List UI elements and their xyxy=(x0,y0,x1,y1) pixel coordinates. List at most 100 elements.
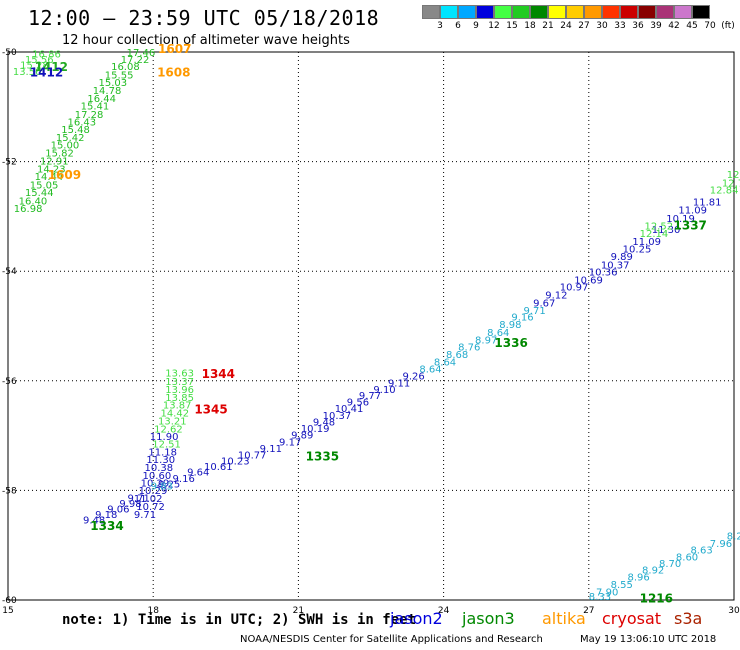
wave-height-label: 8.70 xyxy=(659,559,681,570)
wave-height-label: 11.90 xyxy=(150,432,179,443)
wave-height-label: 8.60 xyxy=(676,553,698,564)
wave-height-label: 8.55 xyxy=(611,580,633,591)
wave-height-label: 15.56 xyxy=(25,55,54,66)
wave-height-label: 9.25 xyxy=(158,480,180,491)
y-tick-label: -54 xyxy=(2,267,17,277)
x-tick-label: 21 xyxy=(293,606,304,616)
wave-height-label: 10.72 xyxy=(136,502,165,513)
legend-swatch xyxy=(692,5,710,19)
x-tick-label: 27 xyxy=(583,606,594,616)
wave-height-label: 12.91 xyxy=(40,156,69,167)
wave-height-label: 10.69 xyxy=(574,275,603,286)
wave-height-label: 17.22 xyxy=(121,55,150,66)
wave-height-label: 10.29 xyxy=(141,479,170,490)
legend-swatch xyxy=(476,5,494,19)
pass-time-label: 1337 xyxy=(674,219,707,233)
wave-height-label: 9.11 xyxy=(260,444,282,455)
legend-label: 15 xyxy=(506,21,518,31)
satellite-name-cryosat: cryosat xyxy=(602,609,662,628)
wave-height-label: 10.19 xyxy=(301,424,330,435)
wave-height-label: 8.96 xyxy=(628,572,650,583)
wave-height-label: 9.56 xyxy=(347,397,369,408)
wave-height-label: 16.44 xyxy=(87,94,116,105)
wave-height-label: 9.17 xyxy=(279,437,301,448)
wave-height-label: 10.19 xyxy=(666,214,695,225)
wave-height-label: 16.86 xyxy=(32,49,61,60)
wave-height-label: 15.55 xyxy=(105,70,134,81)
wave-height-label: 14.42 xyxy=(160,408,189,419)
wave-height-label: 9.67 xyxy=(533,298,555,309)
wave-height-label: 15.00 xyxy=(51,140,80,151)
legend-swatch xyxy=(440,5,458,19)
wave-height-label: 12.62 xyxy=(154,424,183,435)
legend-label: 33 xyxy=(614,21,626,31)
wave-height-label: 11.09 xyxy=(632,237,661,248)
wave-height-label: 9.64 xyxy=(187,468,209,479)
color-legend xyxy=(422,5,710,19)
wave-height-label: 9.18 xyxy=(95,510,117,521)
map-subtitle: 12 hour collection of altimeter wave hei… xyxy=(62,33,350,48)
wave-height-label: 10.41 xyxy=(335,404,364,415)
wave-height-label: 8.92 xyxy=(642,566,664,577)
wave-height-label: 10.23 xyxy=(221,457,250,468)
wave-height-label: 13.21 xyxy=(158,417,187,428)
wave-height-label: 10.37 xyxy=(601,260,630,271)
wave-height-label: 9.12 xyxy=(545,291,567,302)
wave-height-label: 9.98 xyxy=(119,499,141,510)
wave-height-label: 9.71 xyxy=(128,493,150,504)
wave-height-label: 11.02 xyxy=(134,494,163,505)
wave-height-label: 9.48 xyxy=(83,515,105,526)
x-tick-label: 18 xyxy=(147,606,159,616)
wave-height-label: 10.37 xyxy=(323,411,352,422)
pass-time-label: 1334 xyxy=(90,519,123,533)
legend-label: (ft) xyxy=(721,21,735,31)
wave-height-label: 9.16 xyxy=(511,313,533,324)
legend-label: 21 xyxy=(542,21,554,31)
wave-height-label: 9.48 xyxy=(313,418,335,429)
wave-height-label: 12.78 xyxy=(722,178,740,189)
wave-height-label: 12.84 xyxy=(710,185,739,196)
wave-height-label: 11.81 xyxy=(693,197,722,208)
wave-height-label: 7.96 xyxy=(710,539,732,550)
y-tick-label: -56 xyxy=(2,377,17,387)
footer-note: note: 1) Time is in UTC; 2) SWH is in fe… xyxy=(62,612,417,628)
legend-label: 42 xyxy=(668,21,680,31)
legend-swatch xyxy=(422,5,440,19)
wave-height-label: 16.40 xyxy=(19,196,48,207)
wave-height-label: 17.46 xyxy=(127,48,156,59)
wave-height-label: 9.89 xyxy=(291,430,313,441)
satellite-name-jason3: jason3 xyxy=(462,609,515,628)
wave-height-label: 8.64 xyxy=(434,357,456,368)
wave-height-label: 16.43 xyxy=(68,117,97,128)
map-frame xyxy=(7,51,735,601)
wave-height-label: 8.68 xyxy=(446,350,468,361)
wave-height-label: 10.29 xyxy=(139,486,168,497)
y-tick-label: -50 xyxy=(2,48,17,58)
wave-height-label: 10.25 xyxy=(623,245,652,256)
wave-height-label: 11.18 xyxy=(148,447,177,458)
wave-height-label: 10.97 xyxy=(560,282,589,293)
legend-swatch xyxy=(674,5,692,19)
credit-timestamp: May 19 13:06:10 UTC 2018 xyxy=(580,634,717,645)
pass-time-label: 1336 xyxy=(494,336,527,350)
wave-height-label: 13.63 xyxy=(165,368,194,379)
wave-height-label: 9.10 xyxy=(373,385,395,396)
legend-swatch xyxy=(566,5,584,19)
satellite-name-s3a: s3a xyxy=(674,609,703,628)
legend-label: 3 xyxy=(437,21,443,31)
legend-label: 39 xyxy=(650,21,662,31)
wave-height-label: 8.63 xyxy=(690,545,712,556)
legend-label: 27 xyxy=(578,21,590,31)
x-tick-label: 24 xyxy=(438,606,450,616)
wave-height-label: 10.38 xyxy=(144,463,173,474)
wave-height-label: 16.08 xyxy=(111,62,140,73)
legend-swatch xyxy=(548,5,566,19)
legend-label: 45 xyxy=(686,21,698,31)
pass-time-label: 1607 xyxy=(158,42,191,56)
legend-label: 36 xyxy=(632,21,644,31)
satellite-name-jason2: jason2 xyxy=(390,609,443,628)
wave-height-label: 11.30 xyxy=(146,455,175,466)
pass-time-label: 1344 xyxy=(202,367,235,381)
satellite-name-altika: altika xyxy=(542,609,586,628)
legend-swatch xyxy=(458,5,476,19)
